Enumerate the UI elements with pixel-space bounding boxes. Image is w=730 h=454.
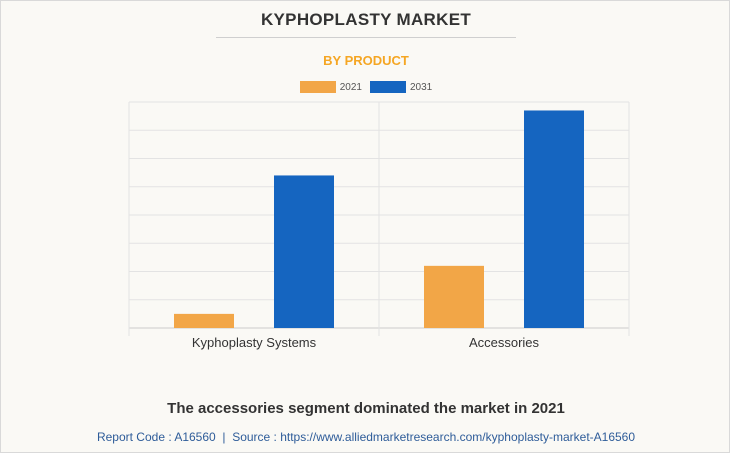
x-tick-label: Kyphoplasty Systems	[192, 335, 317, 350]
bar-2021-kyphoplasty-systems	[174, 313, 234, 328]
chart-caption: The accessories segment dominated the ma…	[167, 400, 565, 417]
legend-swatch-2021	[299, 81, 336, 93]
legend-item-2021[interactable]: 2021	[299, 81, 362, 93]
x-tick-label: Accessories	[469, 335, 540, 350]
report-code: Report Code : A16560	[96, 430, 216, 444]
legend-swatch-2031	[370, 81, 406, 93]
bar-2031-accessories	[524, 110, 584, 328]
legend-label-2031: 2031	[410, 81, 433, 93]
source-link[interactable]: Source : https://www.alliedmarketresearc…	[232, 430, 636, 444]
chart-subtitle: BY PRODUCT	[323, 53, 409, 68]
bar-2021-accessories	[424, 265, 484, 328]
legend-label-2021: 2021	[339, 81, 362, 93]
legend: 2021 2031	[1, 81, 730, 93]
chart-title: KYPHOPLASTY MARKET	[260, 10, 472, 29]
legend-item-2031[interactable]: 2031	[370, 81, 432, 93]
bar-2031-kyphoplasty-systems	[274, 175, 334, 328]
source-line: Report Code : A16560 | Source : https://…	[1, 430, 730, 444]
title-divider	[216, 37, 516, 38]
source-separator: |	[222, 430, 226, 444]
